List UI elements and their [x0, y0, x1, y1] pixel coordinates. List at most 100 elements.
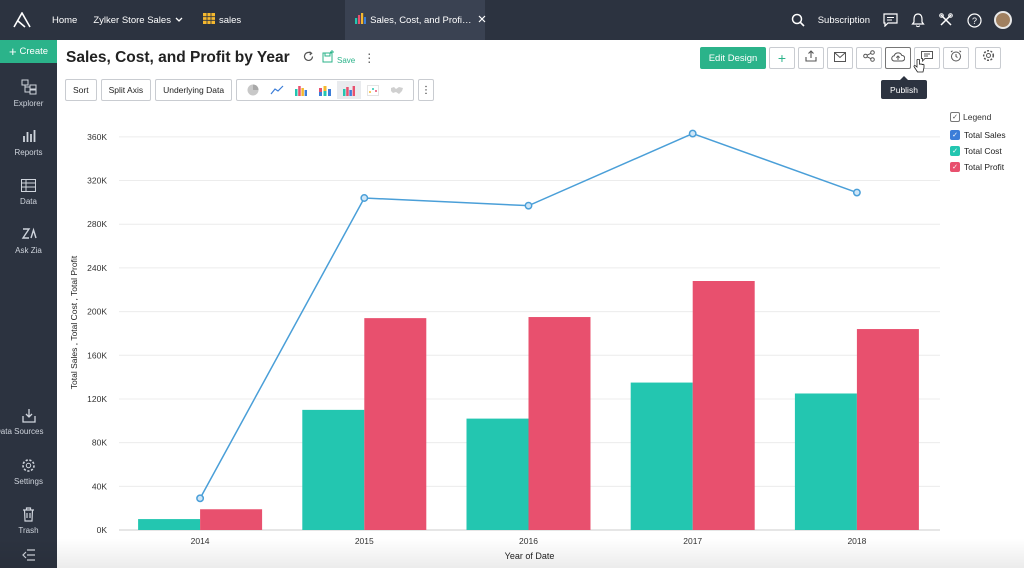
app-logo-icon[interactable]	[0, 0, 44, 40]
share-icon	[863, 49, 875, 67]
ask-zia-icon	[0, 225, 57, 243]
y-tick-label: 320K	[87, 176, 107, 186]
x-tick-label: 2016	[519, 536, 538, 546]
y-tick-label: 200K	[87, 307, 107, 317]
sidebar-item-data[interactable]: Data	[0, 176, 57, 206]
legend-item-total-sales[interactable]: ✓ Total Sales	[950, 127, 1006, 143]
more-options-icon[interactable]: ⋮	[363, 50, 376, 65]
email-button[interactable]	[827, 47, 853, 69]
sidebar-item-explorer[interactable]: Explorer	[0, 78, 57, 108]
sort-button[interactable]: Sort	[65, 79, 97, 101]
gear-icon	[982, 49, 995, 67]
sidebar-item-data-sources[interactable]: Data Sources	[0, 406, 57, 436]
bar-total-cost	[630, 382, 693, 530]
settings-icon	[0, 456, 57, 474]
avatar[interactable]	[994, 11, 1012, 29]
sidebar-item-ask-zia[interactable]: Ask Zia	[0, 225, 57, 255]
legend-item-total-profit[interactable]: ✓ Total Profit	[950, 159, 1006, 175]
create-button[interactable]: + Create	[0, 40, 57, 63]
legend-checkbox: ✓	[950, 130, 960, 140]
sidebar-item-label: Reports	[14, 148, 43, 157]
export-button[interactable]	[798, 47, 824, 69]
bell-icon[interactable]	[910, 12, 926, 28]
underlying-data-button[interactable]: Underlying Data	[155, 79, 233, 101]
y-tick-label: 120K	[87, 394, 107, 404]
more-chart-types-icon[interactable]: ⋮	[418, 79, 435, 101]
combo-chart-icon[interactable]	[337, 81, 362, 99]
sidebar-item-settings[interactable]: Settings	[0, 456, 57, 486]
subscription-link[interactable]: Subscription	[817, 14, 870, 26]
sidebar-item-trash[interactable]: Trash	[0, 505, 57, 535]
bar-total-cost	[138, 519, 201, 530]
point-total-sales	[524, 201, 533, 210]
hand-cursor-icon	[913, 58, 925, 78]
bar-total-cost	[302, 409, 365, 530]
save-icon	[322, 50, 335, 65]
plus-icon: +	[777, 50, 787, 66]
share-button[interactable]	[856, 47, 882, 69]
chevron-down-icon	[175, 15, 183, 26]
schedule-button[interactable]	[943, 47, 969, 69]
edit-design-button[interactable]: Edit Design	[700, 47, 766, 69]
y-tick-label: 240K	[87, 263, 107, 273]
sidebar-item-reports[interactable]: Reports	[0, 127, 57, 157]
mail-icon	[834, 49, 846, 67]
search-icon[interactable]	[790, 12, 806, 28]
add-button[interactable]: +	[769, 47, 795, 69]
legend-toggle-checkbox[interactable]: ✓	[950, 112, 960, 122]
nav-home[interactable]: Home	[52, 14, 78, 26]
tools-icon[interactable]	[938, 12, 954, 28]
bar-total-profit	[200, 509, 263, 530]
workspace-dropdown[interactable]: Zylker Store Sales	[85, 0, 191, 40]
legend-item-total-cost[interactable]: ✓ Total Cost	[950, 143, 1006, 159]
point-total-sales	[360, 194, 369, 202]
line-chart-icon[interactable]	[265, 81, 289, 99]
bar-total-profit	[364, 318, 427, 530]
close-icon[interactable]	[478, 15, 486, 26]
sidebar-item-label: Trash	[18, 526, 39, 535]
tab-active-report[interactable]: Sales, Cost, and Profit b...	[345, 0, 486, 40]
create-label: Create	[19, 46, 49, 57]
stacked-bar-icon[interactable]	[313, 81, 337, 99]
bar-chart-icon	[355, 13, 367, 27]
reports-icon	[0, 127, 57, 145]
bar-chart-icon[interactable]	[289, 81, 313, 99]
chart-type-selector	[236, 79, 415, 101]
feedback-icon[interactable]	[882, 12, 898, 28]
save-button[interactable]: Save	[322, 50, 355, 65]
x-axis-label: Year of Date	[505, 551, 555, 561]
explorer-icon	[0, 78, 57, 96]
y-tick-label: 280K	[87, 219, 107, 229]
bar-total-profit	[692, 281, 755, 530]
data-icon	[0, 176, 57, 194]
legend-title-label: Legend	[963, 112, 992, 122]
sidebar-item-label: Settings	[14, 477, 43, 486]
combo-chart: 0K 40K 80K 120K 160K 200K 240K 280K 320K 360K Tota…	[69, 129, 940, 561]
save-label: Save	[337, 56, 356, 65]
tab-label: sales	[218, 14, 242, 26]
settings-button[interactable]	[975, 47, 1001, 69]
legend-label: Total Sales	[964, 130, 1006, 140]
scatter-chart-icon[interactable]	[361, 81, 385, 99]
refresh-icon[interactable]	[303, 51, 314, 64]
legend: ✓ Legend ✓ Total Sales ✓ Total Cost ✓ To…	[950, 112, 1006, 175]
table-icon	[202, 13, 215, 27]
cloud-upload-icon	[891, 49, 906, 67]
pie-chart-icon[interactable]	[241, 81, 265, 99]
map-chart-icon[interactable]	[385, 81, 409, 99]
bar-total-profit	[856, 329, 919, 530]
comment-button[interactable]	[914, 47, 940, 69]
legend-label: Total Cost	[964, 146, 1002, 156]
point-total-sales	[688, 129, 697, 138]
x-tick-label: 2014	[191, 536, 210, 546]
export-icon	[805, 49, 817, 67]
comment-icon	[921, 49, 933, 67]
tab-label: Sales, Cost, and Profit b...	[370, 14, 475, 26]
y-axis-label: Total Sales , Total Cost , Total Profit	[69, 255, 79, 389]
bar-total-cost	[466, 418, 529, 530]
collapse-sidebar-icon[interactable]	[0, 549, 57, 563]
help-icon[interactable]: ?	[966, 12, 982, 28]
tab-sales-table[interactable]: sales	[195, 0, 249, 40]
split-axis-button[interactable]: Split Axis	[100, 79, 152, 101]
publish-button[interactable]	[885, 47, 911, 69]
